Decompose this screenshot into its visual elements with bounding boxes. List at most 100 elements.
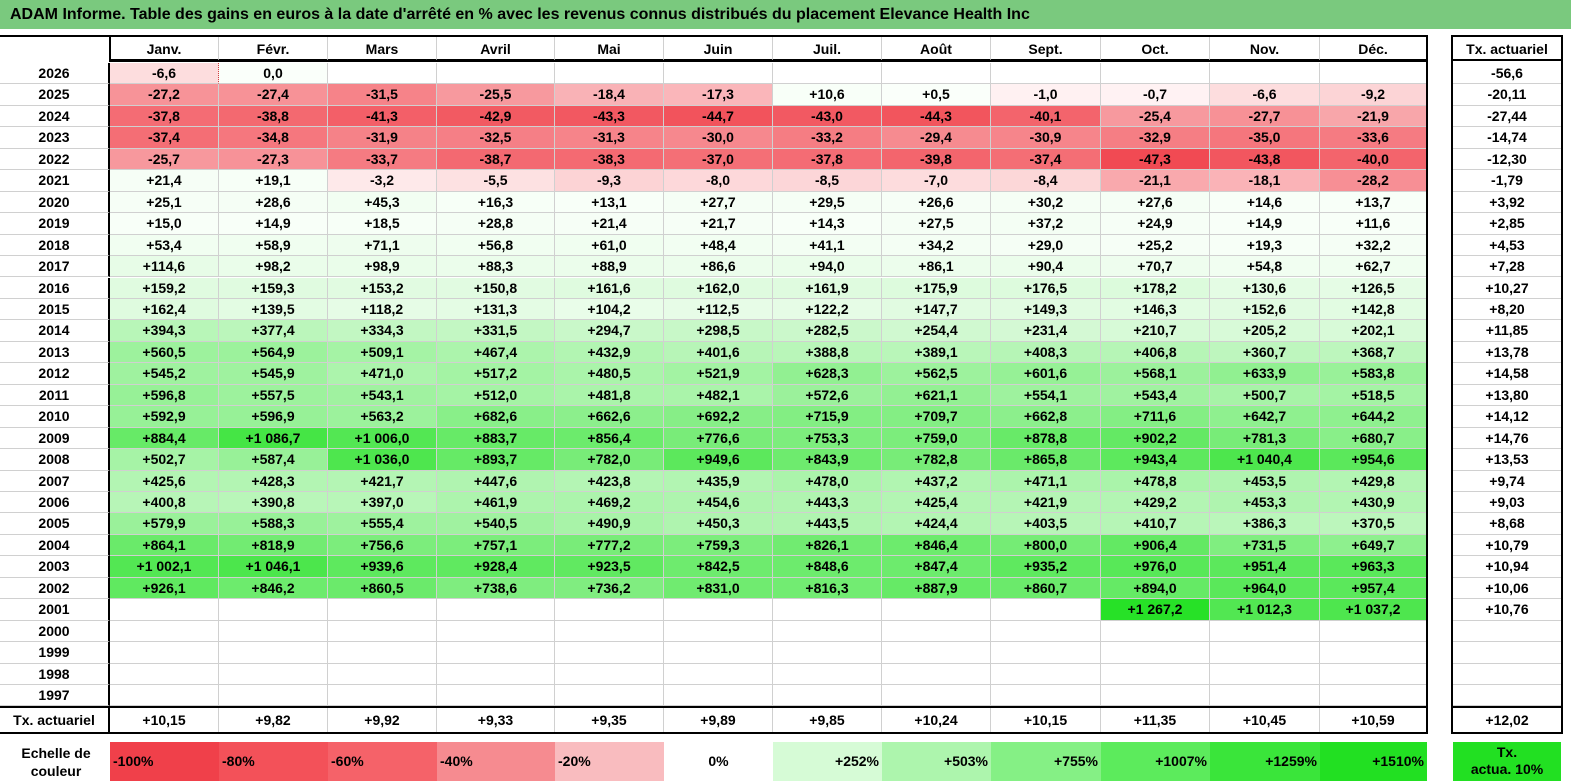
table-cell: +178,2 [1101, 277, 1210, 299]
table-cell: -0,7 [1101, 84, 1210, 106]
table-cell [882, 599, 991, 621]
table-cell: +543,4 [1101, 384, 1210, 407]
table-cell: -47,3 [1101, 148, 1210, 171]
year-label: 2023 [0, 127, 110, 149]
table-cell: -41,3 [328, 105, 437, 128]
table-cell: +521,9 [664, 363, 773, 385]
year-label: 2007 [0, 470, 110, 492]
footer-cell: +10,15 [110, 707, 219, 733]
tx-actuariel-cell: -1,79 [1453, 170, 1561, 192]
table-cell: -3,2 [328, 170, 437, 192]
table-cell: +592,9 [110, 406, 219, 428]
table-cell: +27,6 [1101, 191, 1210, 214]
table-cell [1101, 63, 1210, 85]
table-cell: +153,2 [328, 277, 437, 299]
table-cell: +887,9 [882, 577, 991, 600]
year-label: 2022 [0, 148, 110, 171]
tx-actuariel-cell: +10,94 [1453, 556, 1561, 578]
table-cell: +782,0 [555, 449, 664, 471]
table-cell: +14,6 [1210, 191, 1320, 214]
table-cell: +518,5 [1320, 384, 1427, 407]
table-cell: -17,3 [664, 84, 773, 106]
table-cell: +390,8 [219, 492, 328, 514]
footer-tx-cell: +12,02 [1453, 708, 1561, 733]
table-cell: -43,0 [773, 105, 882, 128]
tx-scale-cell: Tx. actua. 10% [1453, 742, 1561, 781]
table-cell: +447,6 [437, 470, 555, 492]
table-cell: +428,3 [219, 470, 328, 492]
table-cell: +753,3 [773, 427, 882, 450]
table-cell: -37,8 [110, 105, 219, 128]
footer-cell: +9,35 [555, 707, 664, 733]
table-cell [555, 642, 664, 664]
tx-actuariel-cell: -14,74 [1453, 127, 1561, 149]
table-cell [219, 642, 328, 664]
table-cell: +21,4 [110, 170, 219, 192]
table-cell: +846,4 [882, 534, 991, 557]
table-cell [1210, 685, 1320, 707]
table-cell [437, 620, 555, 643]
table-cell: +126,5 [1320, 277, 1427, 299]
table-cell: +14,9 [219, 213, 328, 235]
month-header: Sept. [991, 37, 1101, 61]
table-cell: +430,9 [1320, 492, 1427, 514]
table-cell [219, 685, 328, 707]
table-cell [555, 63, 664, 85]
table-cell: -37,8 [773, 148, 882, 171]
table-cell: +162,0 [664, 277, 773, 299]
table-cell: +563,2 [328, 406, 437, 428]
tx-actuariel-cell: +8,68 [1453, 513, 1561, 535]
table-cell: +1 040,4 [1210, 449, 1320, 471]
table-cell: +294,7 [555, 320, 664, 342]
year-label: 2009 [0, 427, 110, 450]
table-cell: +94,0 [773, 256, 882, 278]
table-cell: -39,8 [882, 148, 991, 171]
table-cell: +943,4 [1101, 449, 1210, 471]
table-cell: +424,4 [882, 513, 991, 535]
table-cell: +587,4 [219, 449, 328, 471]
table-cell: +759,0 [882, 427, 991, 450]
tx-actuariel-header: Tx. actuariel [1453, 37, 1561, 61]
table-cell: +175,9 [882, 277, 991, 299]
table-cell: -38,3 [555, 148, 664, 171]
table-cell: -8,5 [773, 170, 882, 192]
table-cell: +19,1 [219, 170, 328, 192]
color-scale-cell: -100% [110, 742, 219, 781]
table-cell [1210, 620, 1320, 643]
table-cell: -5,5 [437, 170, 555, 192]
table-cell: +1 046,1 [219, 556, 328, 578]
table-cell: -9,3 [555, 170, 664, 192]
table-cell: +1 267,2 [1101, 599, 1210, 621]
table-cell: +298,5 [664, 320, 773, 342]
table-cell [991, 620, 1101, 643]
table-cell: +469,2 [555, 492, 664, 514]
table-cell [773, 620, 882, 643]
footer-label: Tx. actuariel [0, 707, 110, 733]
table-cell: -6,6 [110, 63, 219, 85]
year-label: 2019 [0, 213, 110, 235]
color-scale-cell: +252% [773, 742, 882, 781]
table-cell: +500,7 [1210, 384, 1320, 407]
table-cell: +628,3 [773, 363, 882, 385]
table-cell [1320, 663, 1427, 686]
table-cell: +30,2 [991, 191, 1101, 214]
year-label: 2004 [0, 534, 110, 557]
table-cell: +48,4 [664, 234, 773, 257]
table-cell: +162,4 [110, 298, 219, 321]
table-cell [882, 663, 991, 686]
table-cell [1210, 663, 1320, 686]
year-label: 2010 [0, 406, 110, 428]
month-header: Févr. [219, 37, 328, 61]
table-cell: +13,1 [555, 191, 664, 214]
table-cell: +21,7 [664, 213, 773, 235]
color-scale-cell: -40% [437, 742, 555, 781]
table-cell: +443,3 [773, 492, 882, 514]
table-cell: +386,3 [1210, 513, 1320, 535]
table-cell: +926,1 [110, 577, 219, 600]
table-cell: +928,4 [437, 556, 555, 578]
table-cell: +397,0 [328, 492, 437, 514]
table-cell: +98,9 [328, 256, 437, 278]
table-cell: +509,1 [328, 341, 437, 364]
table-cell: +435,9 [664, 470, 773, 492]
table-cell: -40,1 [991, 105, 1101, 128]
